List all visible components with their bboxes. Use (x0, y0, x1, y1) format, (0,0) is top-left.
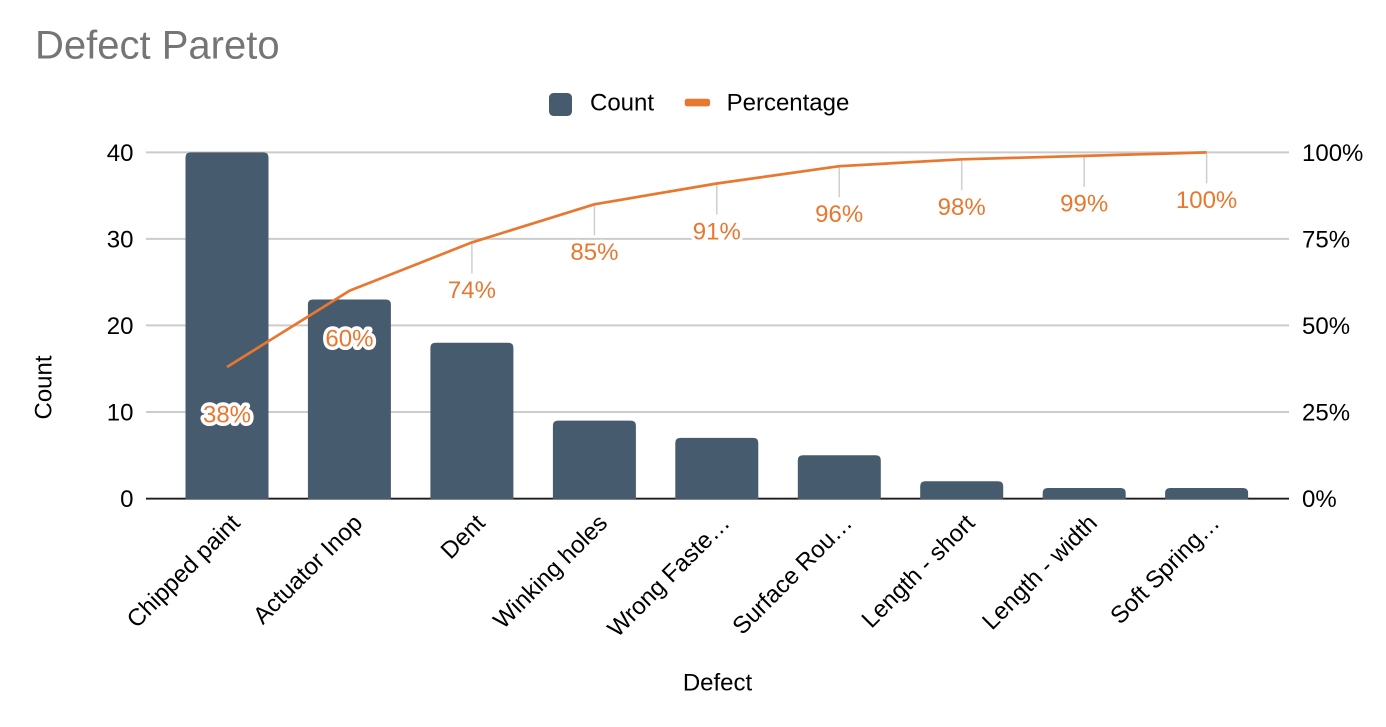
svg-text:50%: 50% (1302, 313, 1350, 340)
svg-text:99%: 99% (1060, 191, 1108, 218)
svg-text:91%: 91% (693, 218, 741, 245)
svg-text:Defect Pareto: Defect Pareto (35, 24, 280, 68)
svg-text:74%: 74% (448, 277, 496, 304)
svg-text:85%: 85% (570, 239, 618, 266)
svg-text:98%: 98% (938, 194, 986, 221)
svg-text:75%: 75% (1302, 227, 1350, 254)
svg-text:100%: 100% (1176, 187, 1237, 214)
svg-text:96%: 96% (815, 201, 863, 228)
svg-text:100%: 100% (1302, 140, 1363, 167)
svg-text:38%: 38% (203, 402, 251, 429)
svg-text:Percentage: Percentage (727, 90, 850, 117)
svg-text:Defect: Defect (683, 670, 753, 697)
svg-text:0%: 0% (1302, 486, 1337, 513)
svg-text:25%: 25% (1302, 400, 1350, 427)
svg-text:Count: Count (31, 355, 58, 419)
svg-text:60%: 60% (325, 326, 373, 353)
svg-text:0: 0 (120, 486, 133, 513)
svg-text:Count: Count (590, 90, 654, 117)
svg-text:10: 10 (107, 400, 134, 427)
svg-text:20: 20 (107, 313, 134, 340)
svg-text:40: 40 (107, 140, 134, 167)
svg-text:30: 30 (107, 227, 134, 254)
